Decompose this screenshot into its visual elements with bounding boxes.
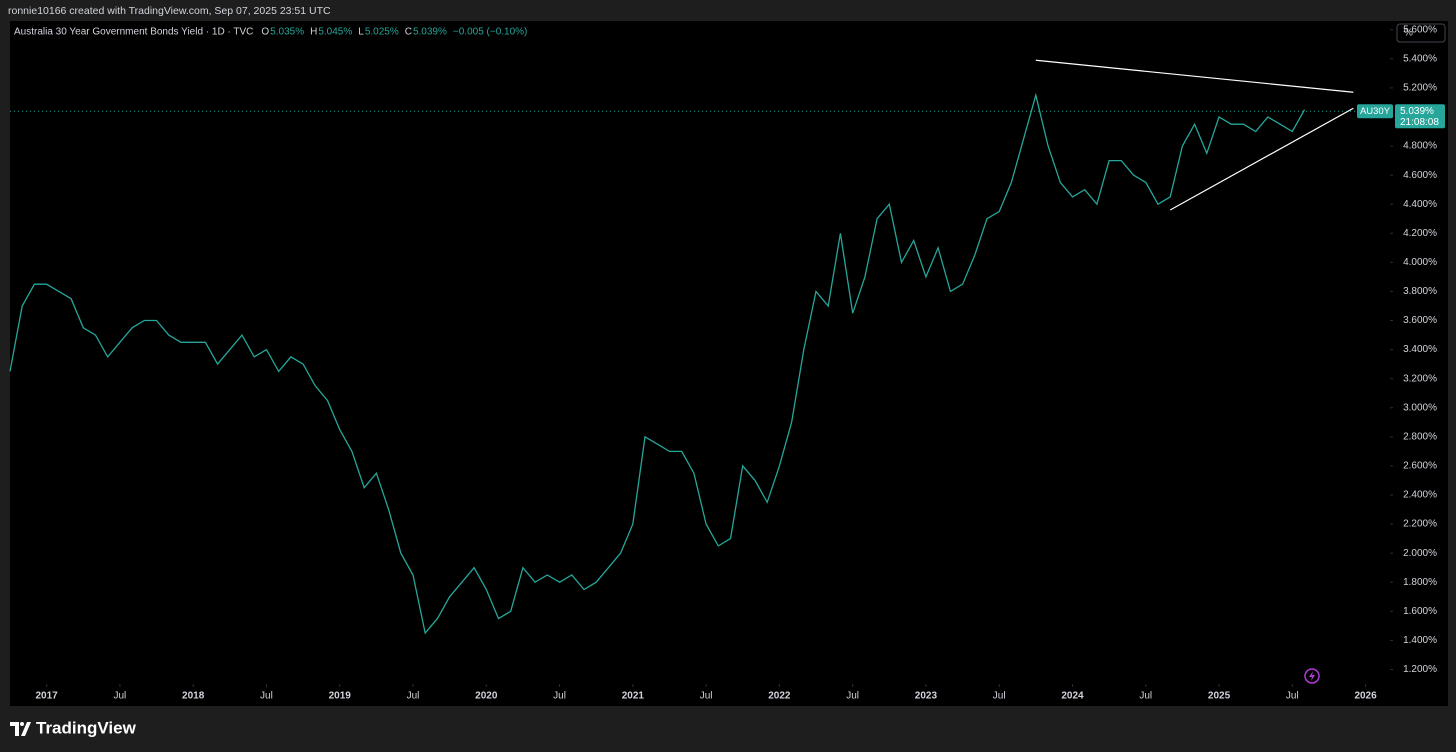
y-tick-label: 4.200%: [1403, 228, 1437, 239]
ohlc-legend: O 5.035% H 5.045% L 5.025% C 5.039% −0.005 (−0.1…: [261, 27, 527, 38]
y-tick-label: 3.600%: [1403, 315, 1437, 326]
ohlc-value: 5.039%: [413, 27, 447, 38]
flash-icon[interactable]: [1304, 668, 1320, 684]
x-tick-label: Jul: [407, 691, 420, 702]
ohlc-key: O: [261, 27, 269, 38]
chart-title: Australia 30 Year Government Bonds Yield…: [14, 27, 253, 38]
x-tick-label: 2021: [622, 691, 645, 702]
price-label: 5.039%: [1400, 106, 1434, 117]
chart-pane: [10, 21, 1448, 706]
icon-ring: [1304, 668, 1320, 684]
y-tick-label: 2.200%: [1403, 519, 1437, 530]
price-tag: [1395, 104, 1445, 129]
trendline: [1035, 59, 1354, 93]
y-tick-label: 3.400%: [1403, 344, 1437, 355]
brand: TradingView: [36, 718, 137, 737]
y-tick-label: 2.800%: [1403, 431, 1437, 442]
logo-dot: [20, 722, 24, 726]
y-tick-label: 1.400%: [1403, 635, 1437, 646]
footer-logo: TradingView: [10, 718, 137, 737]
logo-mark: [10, 722, 31, 736]
y-tick-label: 1.200%: [1403, 664, 1437, 675]
price-line: [9, 92, 1306, 635]
y-tick-label: 2.600%: [1403, 461, 1437, 472]
y-tick-label: 2.400%: [1403, 490, 1437, 501]
x-tick-label: 2023: [915, 691, 938, 702]
y-tick-label: 4.600%: [1403, 170, 1437, 181]
x-tick-label: 2020: [475, 691, 498, 702]
ohlc-key: C: [405, 27, 412, 38]
y-tick-label: 3.000%: [1403, 402, 1437, 413]
y-tick-label: 4.000%: [1403, 257, 1437, 268]
y-tick-label: 5.600%: [1403, 24, 1437, 35]
symbol-tag: [1357, 104, 1393, 119]
x-tick-label: Jul: [1286, 691, 1299, 702]
ohlc-value: 5.025%: [365, 27, 399, 38]
unit-label: %: [1404, 28, 1413, 39]
y-tick-label: 4.400%: [1403, 199, 1437, 210]
y-tick-label: 5.400%: [1403, 53, 1437, 64]
ohlc-key: L: [358, 27, 364, 38]
x-tick-label: Jul: [700, 691, 713, 702]
x-tick-label: 2025: [1208, 691, 1231, 702]
y-tick-label: 4.800%: [1403, 141, 1437, 152]
y-tick-label: 1.600%: [1403, 606, 1437, 617]
y-tick-label: 5.200%: [1403, 83, 1437, 94]
unit-box[interactable]: [1396, 23, 1446, 43]
x-tick-label: Jul: [846, 691, 859, 702]
x-tick-label: Jul: [993, 691, 1006, 702]
change: −0.005 (−0.10%): [453, 27, 528, 38]
trendline: [1169, 107, 1354, 211]
y-tick-label: 2.000%: [1403, 548, 1437, 559]
y-tick-label: 3.800%: [1403, 286, 1437, 297]
y-tick-label: 3.200%: [1403, 373, 1437, 384]
x-tick-label: Jul: [1139, 691, 1152, 702]
x-tick-label: 2018: [182, 691, 205, 702]
credit: ronnie10166 created with TradingView.com…: [8, 5, 331, 17]
x-tick-label: 2026: [1354, 691, 1377, 702]
y-tick-label: 1.800%: [1403, 577, 1437, 588]
x-tick-label: 2024: [1061, 691, 1084, 702]
ohlc-value: 5.045%: [318, 27, 352, 38]
icon-bolt: [1309, 671, 1315, 681]
plot: 1.200% 1.400% 1.600% 1.800% 2.000% 2.200% 2.40…: [9, 24, 1445, 702]
ohlc-value: 5.035%: [270, 27, 304, 38]
x-tick-label: Jul: [260, 691, 273, 702]
x-tick-label: Jul: [114, 691, 127, 702]
countdown: 21:08:08: [1400, 117, 1439, 128]
x-tick-label: 2022: [768, 691, 791, 702]
ohlc-key: H: [310, 27, 317, 38]
x-tick-label: Jul: [553, 691, 566, 702]
x-tick-label: 2017: [36, 691, 59, 702]
symbol-label: AU30Y: [1360, 106, 1391, 117]
x-tick-label: 2019: [329, 691, 352, 702]
